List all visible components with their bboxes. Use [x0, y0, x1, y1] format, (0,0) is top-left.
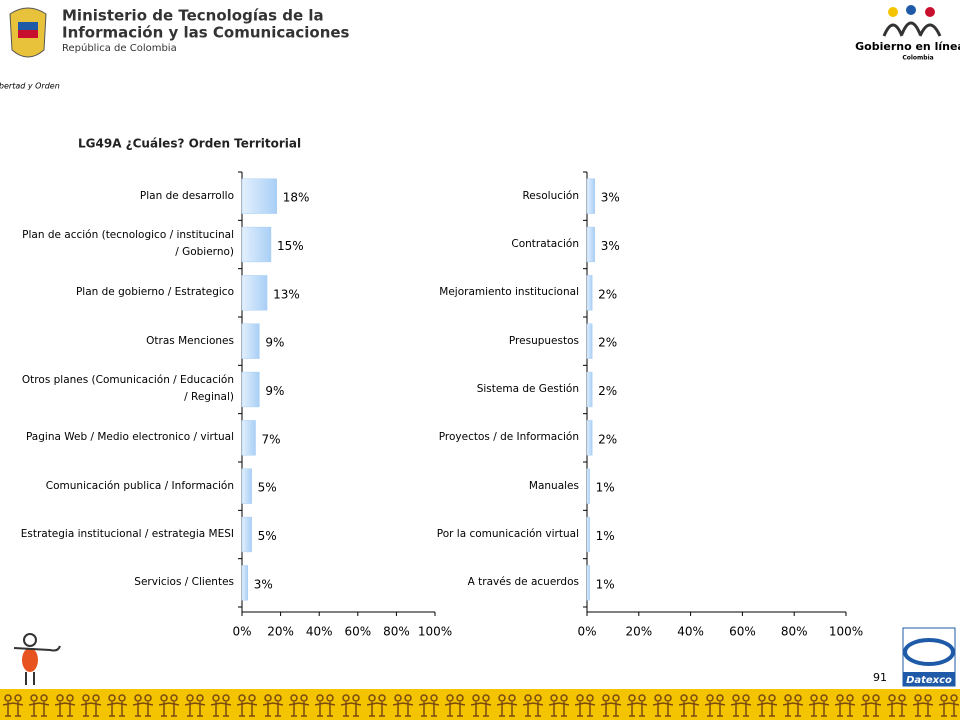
x-tick-label: 80% [781, 625, 808, 639]
value-label: 2% [598, 287, 617, 301]
y-tick-label: Resolución [522, 189, 579, 202]
y-tick-label: Proyectos / de Información [438, 431, 579, 444]
datexco-logo [902, 627, 956, 687]
value-label: 9% [265, 384, 284, 398]
value-label: 1% [596, 529, 615, 543]
value-label: 1% [596, 481, 615, 495]
y-tick-label: Plan de acción (tecnologico / institucin… [22, 229, 234, 259]
y-tick-label: Presupuestos [508, 334, 579, 347]
chart-title: LG49A ¿Cuáles? Orden Territorial [78, 137, 301, 151]
x-tick-label: 0% [577, 625, 596, 639]
mascot [13, 633, 61, 685]
y-tick-label: Sistema de Gestión [476, 382, 579, 395]
x-tick-label: 100% [418, 625, 452, 639]
x-tick-label: 20% [625, 625, 652, 639]
bar [241, 371, 260, 408]
bar [586, 371, 593, 408]
y-tick-label: Pagina Web / Medio electronico / virtual [25, 431, 234, 444]
shield-caption: Libertad y Orden [0, 82, 60, 91]
x-tick-label: 40% [306, 625, 333, 639]
bar [241, 178, 277, 214]
bar [586, 516, 590, 553]
y-tick-label: Servicios / Clientes [134, 576, 234, 589]
value-label: 5% [258, 529, 277, 543]
gel-logo-text: Gobierno en línea [855, 40, 960, 53]
gel-logo [882, 5, 942, 37]
value-label: 2% [598, 336, 617, 350]
gel-logo-country: Colombia [902, 55, 933, 62]
bar [241, 516, 252, 553]
value-label: 18% [283, 191, 310, 205]
x-tick-label: 20% [267, 625, 294, 639]
ministry-line: República de Colombia [62, 42, 177, 54]
y-tick-label: Comunicación publica / Información [45, 479, 234, 492]
x-tick-label: 60% [344, 625, 371, 639]
y-tick-label: Estrategia institucional / estrategia ME… [20, 527, 234, 540]
value-label: 2% [598, 384, 617, 398]
y-tick-label: Otras Menciones [146, 334, 234, 347]
value-label: 3% [254, 577, 273, 591]
shield-logo [9, 7, 47, 58]
bar [586, 420, 593, 456]
bar [586, 565, 590, 601]
value-label: 15% [277, 239, 304, 253]
y-tick-label: Por la comunicación virtual [436, 527, 579, 540]
bar [586, 178, 596, 214]
datexco-text: Datexco [906, 675, 952, 686]
bar [586, 323, 593, 359]
value-label: 3% [601, 239, 620, 253]
ministry-line: Información y las Comunicaciones [62, 24, 350, 42]
y-tick-label: Mejoramiento institucional [439, 286, 579, 299]
value-label: 1% [596, 577, 615, 591]
value-label: 7% [262, 432, 281, 446]
y-tick-label: Otros planes (Comunicación / Educación /… [21, 374, 234, 404]
bar [241, 323, 260, 359]
page-number: 91 [873, 671, 887, 684]
value-label: 9% [265, 336, 284, 350]
x-tick-label: 0% [232, 625, 251, 639]
bar [586, 275, 593, 311]
value-label: 2% [598, 432, 617, 446]
bar [241, 275, 268, 311]
bar [241, 226, 272, 263]
x-tick-label: 60% [729, 625, 756, 639]
value-label: 3% [601, 191, 620, 205]
value-label: 13% [273, 287, 300, 301]
x-tick-label: 40% [677, 625, 704, 639]
y-tick-label: Manuales [528, 479, 579, 492]
ministry-line: Ministerio de Tecnologías de la [62, 7, 324, 25]
bar [586, 468, 590, 504]
value-label: 5% [258, 481, 277, 495]
x-tick-label: 100% [829, 625, 863, 639]
bar [241, 565, 249, 601]
y-tick-label: Plan de desarrollo [139, 189, 234, 202]
x-tick-label: 80% [383, 625, 410, 639]
y-tick-label: Contratación [511, 237, 579, 250]
bar [241, 420, 256, 456]
y-tick-label: A través de acuerdos [467, 576, 579, 589]
footer-pattern [0, 689, 960, 720]
bar [241, 468, 252, 504]
y-tick-label: Plan de gobierno / Estrategico [75, 286, 234, 299]
bar [586, 226, 596, 263]
